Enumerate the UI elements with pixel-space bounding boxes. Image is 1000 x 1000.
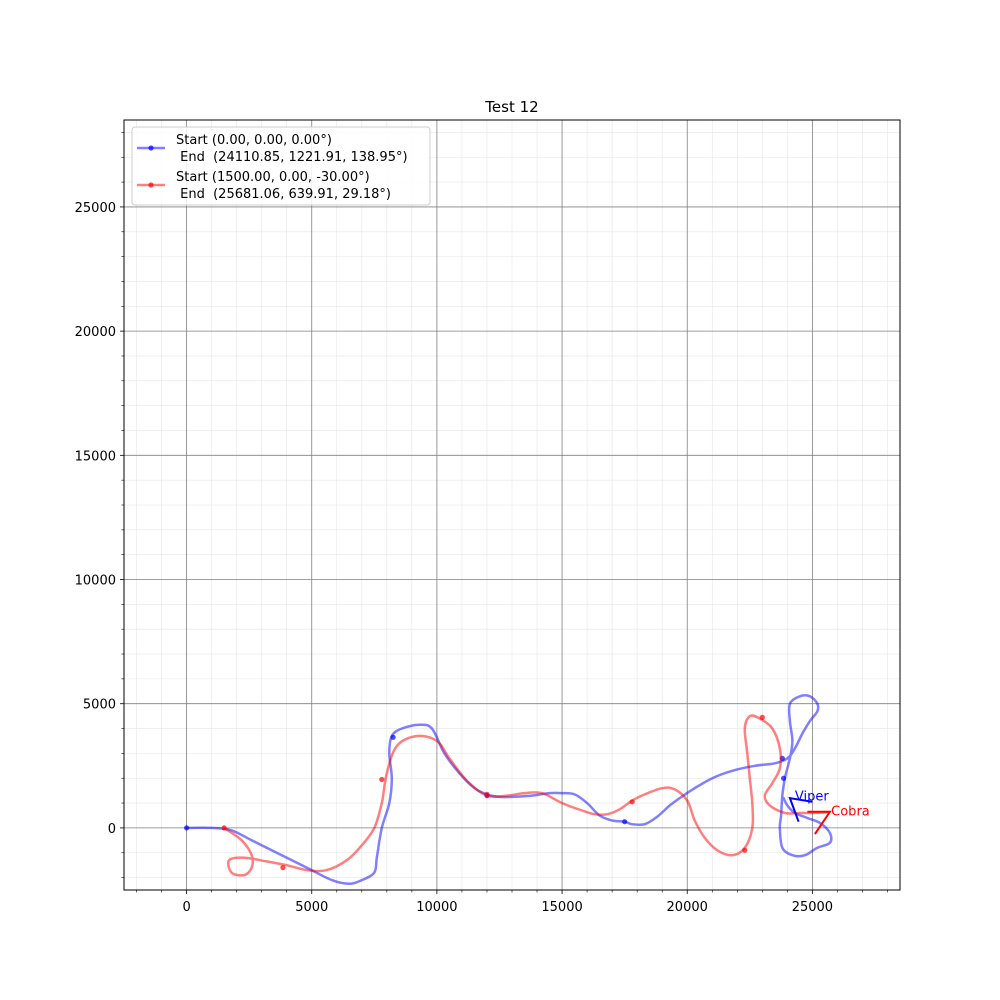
x-tick-label: 25000 — [792, 900, 833, 915]
x-tick-label: 10000 — [416, 900, 457, 915]
annotation-1-arrow — [788, 796, 813, 823]
legend-series-2-line2: End (25681.06, 639.91, 29.18°) — [176, 187, 391, 202]
series-2-line — [222, 714, 831, 877]
legend: Start (0.00, 0.00, 0.00°) End (24110.85,… — [131, 126, 431, 206]
y-tick-label: 10000 — [75, 574, 116, 589]
x-tick-label: 5000 — [295, 900, 328, 915]
legend-series-1-line2: End (24110.85, 1221.91, 138.95°) — [176, 150, 408, 165]
series-2-marker — [221, 825, 227, 831]
legend-series-2-marker — [148, 182, 154, 188]
series-2-marker — [379, 776, 385, 783]
series-2-marker — [759, 714, 765, 720]
series-1-line — [185, 694, 833, 886]
series-2-marker — [484, 791, 490, 797]
plot-area: 0 5000 10000 15000 20000 25000 0 5000 10000 15000… — [75, 119, 901, 915]
series-1-marker — [622, 819, 628, 825]
series-2-marker — [742, 847, 748, 853]
x-tick-label: 0 — [182, 900, 190, 915]
series-1-marker — [781, 775, 787, 781]
annotation-1-label: Viper — [795, 790, 829, 805]
legend-series-2-line1: Start (1500.00, 0.00, -30.00°) — [176, 170, 370, 185]
series-1-marker — [390, 734, 396, 740]
y-tick-label: 20000 — [75, 325, 116, 340]
y-tick-label: 15000 — [75, 449, 116, 464]
axes-frame — [123, 119, 901, 891]
series-2-marker — [280, 865, 286, 871]
series-1-marker — [183, 825, 190, 831]
y-tick-label: 25000 — [75, 201, 116, 216]
annotation-2-label: Cobra — [831, 805, 870, 820]
y-tick-label: 5000 — [83, 698, 116, 713]
legend-series-1-line1: Start (0.00, 0.00, 0.00°) — [176, 133, 332, 148]
y-tick-label: 0 — [108, 822, 116, 837]
series-2-marker — [629, 799, 635, 805]
legend-series-1-marker — [148, 145, 154, 151]
x-tick-label: 15000 — [541, 900, 582, 915]
legend-box — [131, 126, 431, 206]
annotation-2-arrow — [807, 810, 832, 835]
chart-title: Test 12 — [484, 98, 538, 116]
x-tick-label: 20000 — [667, 900, 708, 915]
